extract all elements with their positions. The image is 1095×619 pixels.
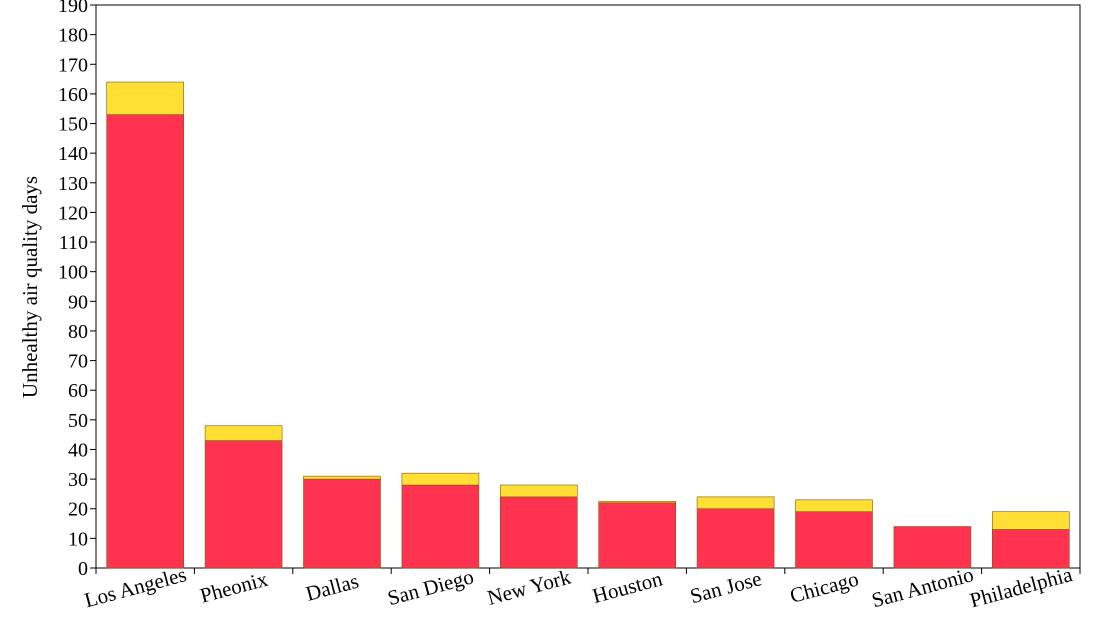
y-tick-label: 100 [58, 262, 88, 284]
y-tick-label: 190 [58, 0, 88, 17]
y-tick-label: 170 [58, 54, 88, 76]
bar-segment-lower [401, 484, 480, 569]
bar-segment-upper [106, 81, 184, 115]
y-tick-label: 70 [68, 351, 88, 373]
x-category-label: San Antonio [869, 562, 976, 612]
y-tick-label: 180 [58, 25, 88, 47]
x-category-label: Chicago [787, 567, 861, 608]
bar-segment-lower [795, 511, 873, 569]
bar-segment-upper [303, 475, 381, 480]
y-tick-label: 160 [58, 84, 88, 106]
y-tick-label: 30 [68, 469, 88, 491]
y-tick-label: 90 [68, 291, 88, 313]
bar-segment-lower [303, 478, 381, 569]
bar-segment-lower [893, 526, 972, 569]
bar-segment-upper [499, 484, 578, 498]
y-axis-title: Unhealthy air quality days [18, 176, 42, 398]
bars-group [106, 81, 1070, 569]
bar-segment-upper [401, 472, 480, 486]
y-tick-label: 20 [68, 499, 88, 521]
y-tick-label: 0 [78, 558, 88, 580]
y-tick-label: 50 [68, 410, 88, 432]
x-category-label: Philadelphia [967, 562, 1075, 613]
x-category-label: Dallas [303, 569, 361, 606]
x-category-label: Pheonix [197, 567, 270, 608]
x-category-label: Los Angeles [82, 562, 189, 612]
x-category-label: New York [485, 564, 574, 609]
bar-segment-upper [696, 496, 775, 510]
bar-segment-upper [991, 511, 1070, 530]
x-category-label: San Jose [687, 566, 764, 608]
y-tick-label: 120 [58, 202, 88, 224]
bar-segment-upper [598, 501, 677, 504]
x-axis: Los Angeles Pheonix Dallas San Diego New Yor… [82, 562, 1081, 613]
y-tick-label: 130 [58, 173, 88, 195]
y-tick-label: 60 [68, 380, 88, 402]
bar-segment-upper [795, 499, 873, 513]
y-tick-label: 80 [68, 321, 88, 343]
bar-segment-lower [598, 502, 677, 569]
x-category-label: Houston [590, 566, 665, 608]
x-category-label: San Diego [385, 564, 476, 610]
y-tick-label: 40 [68, 439, 88, 461]
y-axis: 0 10 20 30 40 50 60 70 80 90 100 110 120 130 140 150 160… [58, 0, 96, 580]
bar-segment-lower [204, 440, 283, 569]
bar-segment-lower [991, 529, 1070, 569]
y-tick-label: 150 [58, 114, 88, 136]
bar-segment-upper [204, 425, 283, 441]
y-tick-label: 110 [59, 232, 88, 254]
y-tick-label: 10 [68, 528, 88, 550]
y-tick-label: 140 [58, 143, 88, 165]
bar-segment-lower [696, 508, 775, 569]
bar-segment-lower [106, 114, 184, 569]
bar-segment-lower [499, 496, 578, 569]
